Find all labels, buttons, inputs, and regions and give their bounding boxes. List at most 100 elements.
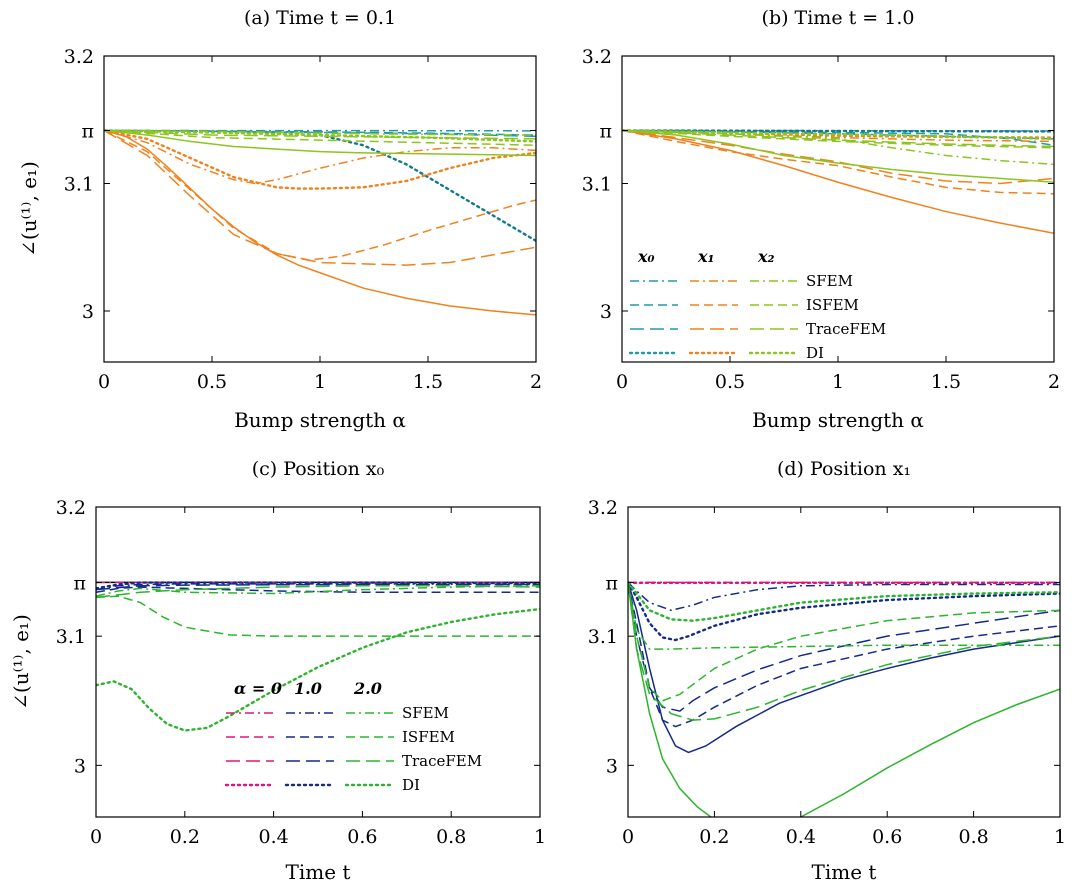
series-line-9 <box>628 582 1060 702</box>
series-line-4 <box>628 582 1060 728</box>
series-line-9 <box>96 607 540 732</box>
series-line-2 <box>96 583 540 591</box>
series-line-3 <box>96 586 540 593</box>
y-tick-label: π <box>600 120 613 142</box>
series-line-7 <box>96 595 540 637</box>
series-line-8 <box>628 582 1060 650</box>
series-line-13 <box>622 129 1054 141</box>
y-axis-label: ∠(u⁽¹⁾, e₁) <box>17 161 41 257</box>
plot-frame <box>103 55 537 363</box>
series-line-10 <box>104 129 536 136</box>
y-tick-label: 3.1 <box>582 174 612 196</box>
series-line-11 <box>622 129 1054 149</box>
series-line-8 <box>104 129 536 190</box>
panel-b: 0 0.5 1 1.5 2 3.2 π 3.1 3 (b) Time t = 1.0 Bump st… <box>582 7 1060 432</box>
x-tick-label: 0.4 <box>786 826 816 848</box>
legend: x₀ x₁ x₂ SFEM ISFEM TraceFEM DI <box>628 247 886 362</box>
series-group <box>628 581 1060 817</box>
x-tick-label: 0.5 <box>715 371 745 393</box>
legend-header: α = 0 <box>234 679 282 698</box>
series-group <box>96 581 540 732</box>
series-line-7 <box>622 129 1054 185</box>
x-tick-label: 0.2 <box>699 826 729 848</box>
series-group <box>104 129 536 316</box>
x-tick-label: 0 <box>622 826 634 848</box>
legend-header: 1.0 <box>294 679 322 698</box>
y-tick-label: 3.2 <box>64 46 94 68</box>
panel-title: (b) Time t = 1.0 <box>762 7 915 29</box>
y-axis-label: ∠(u⁽¹⁾, e₁) <box>9 614 33 710</box>
series-line-3 <box>628 581 1060 612</box>
series-line-4 <box>622 129 1054 234</box>
legend-header: x₂ <box>757 247 775 266</box>
y-tick-label: 3 <box>606 755 618 777</box>
x-tick-label: 1 <box>832 371 844 393</box>
x-tick-label: 1 <box>1054 826 1066 848</box>
y-tick-label: 3 <box>82 301 94 323</box>
panel-d: 0 0.2 0.4 0.6 0.8 1 3.2 π 3.1 3 (d) Position x₁ Tim… <box>588 458 1066 884</box>
x-tick-label: 1 <box>534 826 546 848</box>
series-line-2 <box>628 582 1060 754</box>
x-tick-label: 0.5 <box>197 371 227 393</box>
y-tick-label: 3.1 <box>64 174 94 196</box>
x-tick-label: 0.6 <box>872 826 902 848</box>
series-line-5 <box>628 582 1060 712</box>
legend-label: DI <box>402 776 420 794</box>
legend-label: ISFEM <box>806 296 859 314</box>
x-axis-label: Bump strength α <box>752 408 924 432</box>
series-line-12 <box>622 129 1054 148</box>
series-line-6 <box>104 129 536 261</box>
panel-a: 0 0.5 1 1.5 2 3.2 π 3.1 3 (a) Time t = 0.1 Bump st… <box>17 7 542 432</box>
y-tick-label: 3.1 <box>56 626 86 648</box>
x-tick-label: 0 <box>98 371 110 393</box>
panel-title: (c) Position x₀ <box>252 458 385 480</box>
plot-frame <box>627 506 1061 818</box>
x-tick-label: 0.4 <box>258 826 288 848</box>
x-tick-label: 1.5 <box>931 371 961 393</box>
series-line-4 <box>104 129 536 316</box>
legend-label: SFEM <box>402 704 449 722</box>
series-line-9 <box>622 129 1054 183</box>
x-tick-label: 0 <box>90 826 102 848</box>
x-tick-label: 0.8 <box>958 826 988 848</box>
x-axis-label: Time t <box>812 860 877 884</box>
series-line-6 <box>622 129 1054 195</box>
series-line-4 <box>96 583 540 591</box>
y-tick-label: π <box>74 572 87 594</box>
x-tick-label: 1.5 <box>413 371 443 393</box>
series-line-10 <box>628 582 1060 721</box>
x-tick-label: 0.8 <box>436 826 466 848</box>
legend-label: TraceFEM <box>402 752 482 770</box>
x-tick-label: 2 <box>1048 371 1060 393</box>
series-line-11 <box>628 581 1060 622</box>
legend-header: 2.0 <box>353 679 382 698</box>
panel-title: (a) Time t = 0.1 <box>244 7 396 29</box>
legend-label: SFEM <box>806 272 853 290</box>
series-line-3 <box>104 129 536 243</box>
y-tick-label: 3.1 <box>588 626 618 648</box>
x-tick-label: 2 <box>530 371 542 393</box>
series-line-10 <box>622 129 1054 166</box>
x-tick-label: 1 <box>314 371 326 393</box>
series-line-5 <box>104 129 536 185</box>
panel-title: (d) Position x₁ <box>777 458 911 480</box>
series-line-6 <box>628 581 1060 642</box>
series-line-9 <box>104 129 536 157</box>
x-tick-label: 0 <box>616 371 628 393</box>
plot-frame <box>95 506 541 818</box>
y-tick-label: π <box>82 120 95 142</box>
y-tick-label: 3.2 <box>588 497 618 519</box>
series-line-8 <box>96 585 540 599</box>
x-axis-label: Time t <box>286 860 351 884</box>
x-tick-label: 0.6 <box>347 826 377 848</box>
legend: α = 0 1.0 2.0 SFEM ISFEM TraceFEM DI <box>224 679 482 794</box>
series-line-7 <box>104 129 536 266</box>
legend-label: DI <box>806 344 824 362</box>
series-line-7 <box>628 582 1060 817</box>
series-line-6 <box>96 585 540 597</box>
y-tick-label: π <box>606 572 619 594</box>
y-tick-label: 3 <box>600 301 612 323</box>
x-tick-label: 0.2 <box>170 826 200 848</box>
series-group <box>622 129 1054 234</box>
